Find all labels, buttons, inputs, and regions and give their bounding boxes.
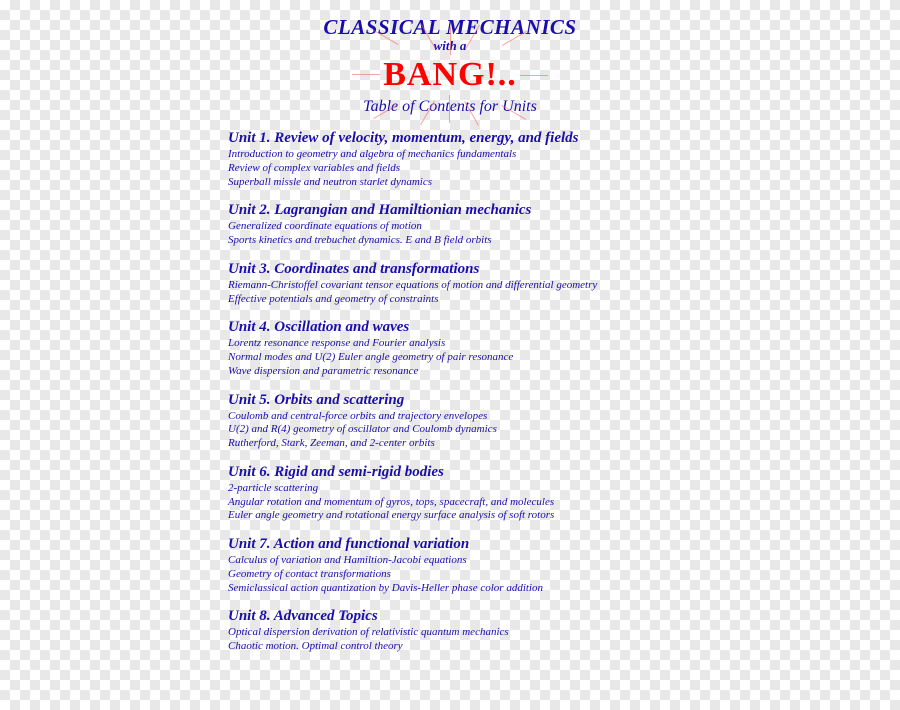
unit-item: Generalized coordinate equations of moti… xyxy=(228,220,860,234)
unit-item: Lorentz resonance response and Fourier a… xyxy=(228,337,860,351)
unit-3: Unit 3. Coordinates and transformationsR… xyxy=(228,261,860,307)
unit-title: Unit 1. Review of velocity, momentum, en… xyxy=(228,130,860,147)
subtitle: Table of Contents for Units xyxy=(0,98,900,116)
unit-item: U(2) and R(4) geometry of oscillator and… xyxy=(228,423,860,437)
unit-5: Unit 5. Orbits and scatteringCoulomb and… xyxy=(228,392,860,451)
unit-title: Unit 3. Coordinates and transformations xyxy=(228,261,860,278)
unit-title: Unit 6. Rigid and semi-rigid bodies xyxy=(228,464,860,481)
unit-item: Introduction to geometry and algebra of … xyxy=(228,148,860,162)
unit-title: Unit 4. Oscillation and waves xyxy=(228,319,860,336)
unit-item: Superball missle and neutron starlet dyn… xyxy=(228,176,860,190)
header: CLASSICAL MECHANICS with a BANG!.. Table… xyxy=(0,15,900,116)
unit-title: Unit 5. Orbits and scattering xyxy=(228,392,860,409)
unit-item: Semiclassical action quantization by Dav… xyxy=(228,582,860,596)
unit-item: Angular rotation and momentum of gyros, … xyxy=(228,496,860,510)
unit-item: Effective potentials and geometry of con… xyxy=(228,293,860,307)
unit-item: Chaotic motion. Optimal control theory xyxy=(228,640,860,654)
unit-item: Euler angle geometry and rotational ener… xyxy=(228,509,860,523)
unit-item: Geometry of contact transformations xyxy=(228,568,860,582)
unit-item: Riemann-Christoffel covariant tensor equ… xyxy=(228,279,860,293)
unit-item: Optical dispersion derivation of relativ… xyxy=(228,626,860,640)
document-container: CLASSICAL MECHANICS with a BANG!.. Table… xyxy=(0,15,900,654)
unit-item: Review of complex variables and fields xyxy=(228,162,860,176)
bang-wrapper: BANG!.. xyxy=(383,56,517,94)
unit-2: Unit 2. Lagrangian and Hamiltionian mech… xyxy=(228,202,860,248)
unit-4: Unit 4. Oscillation and wavesLorentz res… xyxy=(228,319,860,378)
unit-1: Unit 1. Review of velocity, momentum, en… xyxy=(228,130,860,189)
unit-item: Rutherford, Stark, Zeeman, and 2-center … xyxy=(228,437,860,451)
unit-item: 2-particle scattering xyxy=(228,482,860,496)
unit-title: Unit 2. Lagrangian and Hamiltionian mech… xyxy=(228,202,860,219)
unit-item: Calculus of variation and Hamiltion-Jaco… xyxy=(228,554,860,568)
unit-item: Coulomb and central-force orbits and tra… xyxy=(228,410,860,424)
content-area: Unit 1. Review of velocity, momentum, en… xyxy=(228,130,860,654)
unit-item: Normal modes and U(2) Euler angle geomet… xyxy=(228,351,860,365)
unit-item: Wave dispersion and parametric resonance xyxy=(228,365,860,379)
unit-title: Unit 8. Advanced Topics xyxy=(228,608,860,625)
unit-6: Unit 6. Rigid and semi-rigid bodies2-par… xyxy=(228,464,860,523)
unit-8: Unit 8. Advanced TopicsOptical dispersio… xyxy=(228,608,860,654)
bang-text: BANG!.. xyxy=(383,56,517,94)
unit-title: Unit 7. Action and functional variation xyxy=(228,536,860,553)
unit-item: Sports kinetics and trebuchet dynamics. … xyxy=(228,234,860,248)
unit-7: Unit 7. Action and functional variationC… xyxy=(228,536,860,595)
